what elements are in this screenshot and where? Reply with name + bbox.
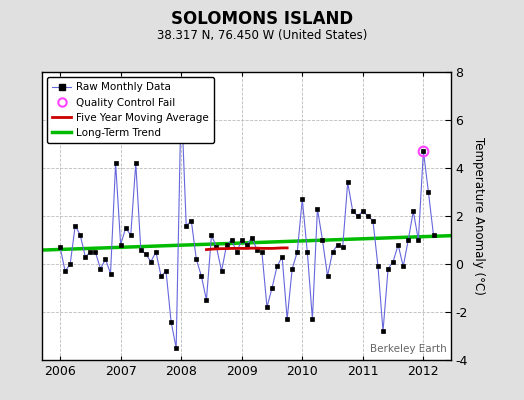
Legend: Raw Monthly Data, Quality Control Fail, Five Year Moving Average, Long-Term Tren: Raw Monthly Data, Quality Control Fail, … xyxy=(47,77,214,143)
Text: Berkeley Earth: Berkeley Earth xyxy=(370,344,446,354)
Y-axis label: Temperature Anomaly (°C): Temperature Anomaly (°C) xyxy=(472,137,485,295)
Text: SOLOMONS ISLAND: SOLOMONS ISLAND xyxy=(171,10,353,28)
Text: 38.317 N, 76.450 W (United States): 38.317 N, 76.450 W (United States) xyxy=(157,29,367,42)
